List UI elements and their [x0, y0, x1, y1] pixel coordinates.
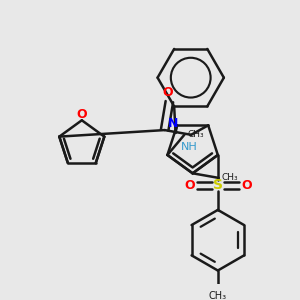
Text: CH₃: CH₃	[222, 173, 238, 182]
Text: N: N	[168, 117, 178, 130]
Text: CH₃: CH₃	[209, 291, 227, 300]
Text: NH: NH	[181, 142, 198, 152]
Text: O: O	[162, 86, 173, 99]
Text: O: O	[184, 179, 195, 192]
Text: O: O	[76, 108, 87, 121]
Text: O: O	[241, 179, 252, 192]
Text: S: S	[213, 178, 223, 192]
Text: CH₃: CH₃	[187, 130, 204, 139]
